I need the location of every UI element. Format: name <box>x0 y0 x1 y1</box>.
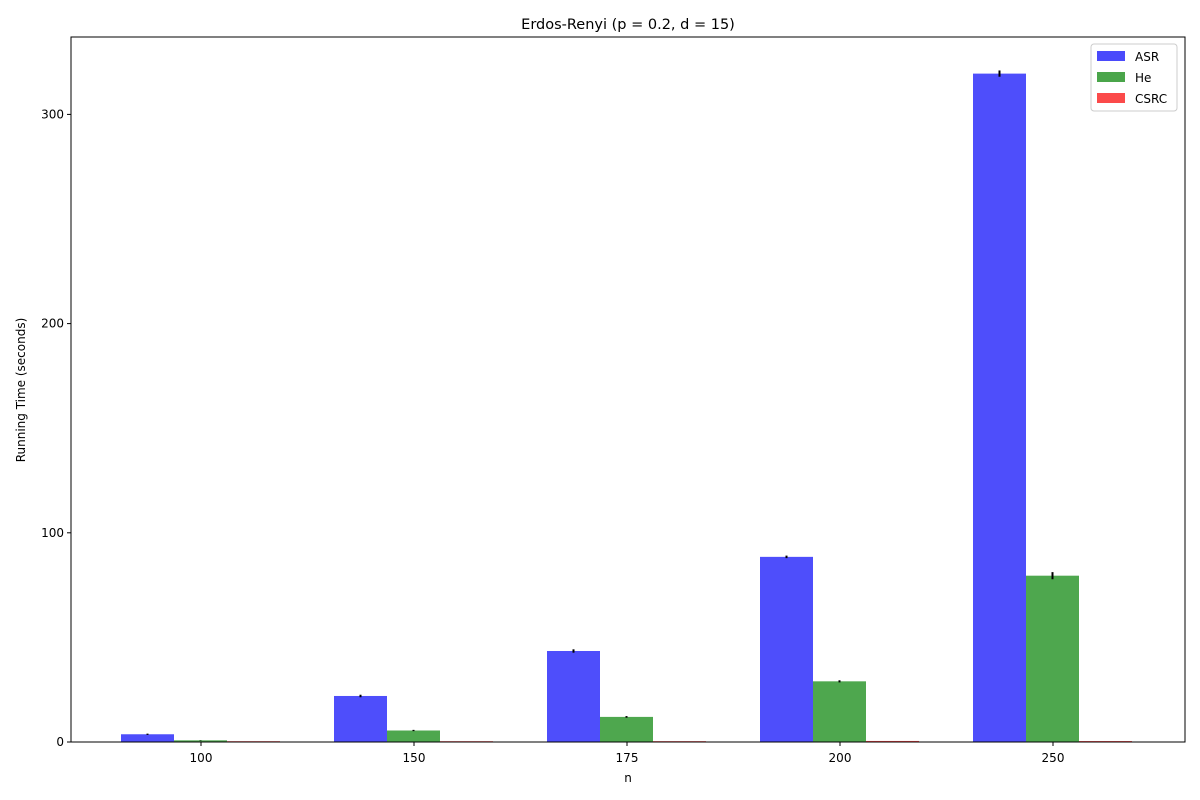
legend-swatch-asr <box>1097 51 1125 61</box>
bars-layer <box>121 73 1132 742</box>
bar-csrc-200 <box>866 740 919 742</box>
chart-title: Erdos-Renyi (p = 0.2, d = 15) <box>521 17 735 33</box>
bar-asr-150 <box>334 695 387 742</box>
x-axis: 100 150 175 200 250 <box>190 742 1065 765</box>
bar-asr-200 <box>760 556 813 742</box>
legend-entries: ASR He CSRC <box>1097 50 1167 106</box>
x-tick-label: 250 <box>1042 751 1065 765</box>
y-tick-label: 200 <box>41 317 64 331</box>
legend-label-csrc: CSRC <box>1135 92 1167 106</box>
bar-asr-175 <box>547 650 600 742</box>
legend: ASR He CSRC <box>1090 43 1178 112</box>
bar-he-250 <box>1026 575 1079 742</box>
legend-label-he: He <box>1135 71 1151 85</box>
x-tick-label: 200 <box>829 751 852 765</box>
bar-he-100 <box>174 740 227 742</box>
bar-he-150 <box>387 730 440 742</box>
y-axis-label: Running Time (seconds) <box>14 318 28 463</box>
legend-label-asr: ASR <box>1135 50 1159 64</box>
legend-swatch-csrc <box>1097 93 1125 103</box>
bar-he-200 <box>813 681 866 742</box>
error-bars-layer <box>146 70 1054 741</box>
x-tick-label: 175 <box>616 751 639 765</box>
x-tick-label: 150 <box>403 751 426 765</box>
bar-asr-100 <box>121 734 174 742</box>
y-tick-label: 100 <box>41 526 64 540</box>
plot-frame <box>70 36 1186 743</box>
y-axis: 0 100 200 300 <box>41 107 71 749</box>
y-tick-label: 300 <box>41 107 64 121</box>
bar-asr-250 <box>973 73 1026 742</box>
bar-he-175 <box>600 716 653 742</box>
x-tick-label: 100 <box>190 751 213 765</box>
y-tick-label: 0 <box>56 735 64 749</box>
legend-swatch-he <box>1097 72 1125 82</box>
x-axis-label: n <box>624 771 632 785</box>
